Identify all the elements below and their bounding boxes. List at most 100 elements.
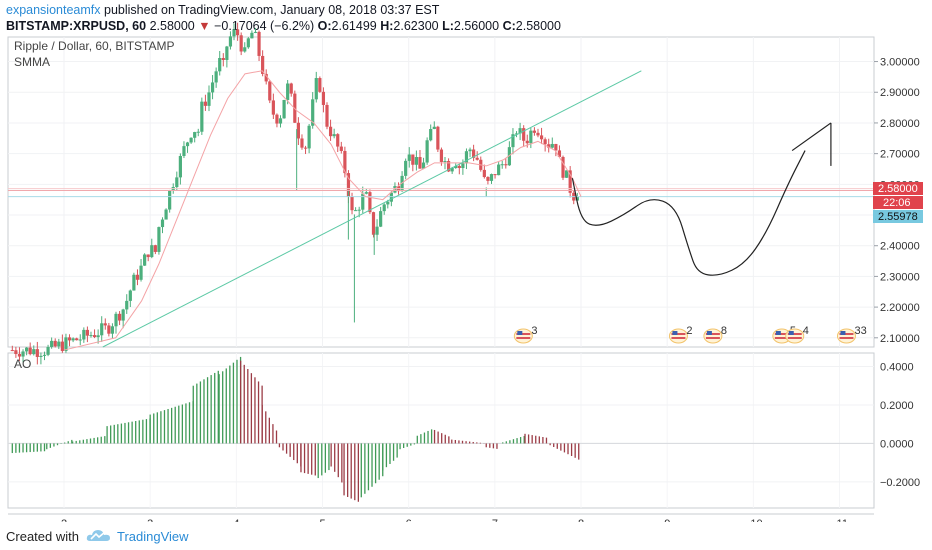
- flag-stripe: [705, 337, 720, 339]
- candle: [500, 160, 504, 169]
- candle: [10, 345, 14, 352]
- candle-body: [85, 329, 90, 336]
- candle: [561, 155, 565, 181]
- candle-body: [160, 219, 165, 228]
- candle-body: [429, 129, 433, 141]
- event-count: 2: [686, 325, 692, 337]
- candle-body: [268, 81, 272, 101]
- candle-body: [32, 349, 36, 355]
- candle-body: [522, 128, 526, 141]
- candle: [479, 156, 483, 172]
- candle-body: [221, 58, 225, 60]
- candle: [350, 192, 354, 215]
- candle: [286, 80, 290, 105]
- candle-body: [493, 174, 497, 176]
- candle-body: [153, 245, 157, 252]
- candle-body: [278, 118, 283, 124]
- down-triangle-icon: ▼: [198, 19, 211, 33]
- candle-body: [175, 177, 179, 188]
- candle-body: [450, 168, 454, 172]
- economic-event-marker[interactable]: 4: [785, 325, 809, 344]
- candle-body: [218, 58, 222, 72]
- time-tick-label: 8: [578, 518, 584, 522]
- candle: [203, 94, 208, 111]
- tradingview-brand-link[interactable]: TradingView: [117, 529, 189, 544]
- candle: [239, 32, 243, 56]
- events-group[interactable]: 3285433: [513, 325, 867, 344]
- candle-body: [379, 211, 383, 227]
- economic-event-marker[interactable]: 33: [836, 325, 867, 344]
- candle-body: [361, 193, 365, 210]
- candle-body: [547, 144, 551, 148]
- candle: [371, 211, 376, 238]
- candle: [228, 31, 233, 50]
- candle-body: [164, 209, 168, 220]
- candle: [35, 341, 39, 365]
- candle-body: [261, 55, 265, 74]
- chart-area[interactable]: 2.100002.200002.300002.400002.500002.600…: [0, 0, 932, 522]
- last-price-text: 2.58000: [878, 183, 918, 195]
- candle: [436, 125, 440, 153]
- candle: [314, 71, 318, 103]
- last-price: 2.58000: [149, 19, 195, 33]
- candle: [218, 50, 222, 76]
- price-tick-label: 2.70000: [880, 149, 920, 161]
- candle: [235, 22, 240, 41]
- ao-tick-label: 0.0000: [880, 438, 914, 450]
- candle-body: [518, 128, 522, 134]
- forecast-drawing: [571, 150, 806, 276]
- candle: [157, 226, 161, 255]
- candle: [89, 331, 93, 338]
- candle: [121, 308, 125, 329]
- candle-body: [185, 142, 190, 147]
- candle: [71, 337, 75, 343]
- time-tick-label: 2: [61, 518, 67, 522]
- candle: [325, 102, 329, 130]
- candle-body: [489, 174, 494, 181]
- economic-event-marker[interactable]: 8: [703, 325, 727, 344]
- trendline: [102, 70, 642, 348]
- candle-body: [214, 71, 218, 83]
- candle: [289, 82, 293, 97]
- candle-body: [143, 254, 147, 266]
- candles-group: [10, 22, 579, 365]
- candle: [60, 334, 64, 353]
- candle-body: [114, 313, 118, 327]
- candle: [96, 329, 100, 344]
- candle-body: [67, 337, 72, 341]
- candle-body: [418, 157, 422, 169]
- candle: [361, 186, 365, 214]
- candle-body: [350, 196, 354, 211]
- candle: [178, 153, 182, 185]
- author-link[interactable]: expansionteamfx: [6, 3, 101, 17]
- candle-body: [282, 100, 286, 119]
- price-tick-label: 3.00000: [880, 57, 920, 69]
- candle-body: [125, 300, 129, 310]
- candle: [429, 124, 433, 142]
- candle-body: [286, 83, 290, 101]
- candle-body: [439, 149, 444, 162]
- economic-event-marker[interactable]: 2: [668, 325, 693, 344]
- candle: [493, 174, 497, 179]
- candle: [328, 119, 333, 141]
- candle-body: [575, 196, 579, 201]
- ao-pane-border: [7, 352, 875, 509]
- candle-body: [554, 143, 558, 151]
- candle-body: [382, 204, 386, 212]
- candle-body: [28, 347, 32, 355]
- ao-tick-label: 0.4000: [880, 361, 914, 373]
- candle-body: [25, 347, 29, 352]
- candle-body: [497, 164, 501, 176]
- candle-body: [464, 151, 469, 164]
- candle: [382, 203, 386, 215]
- economic-event-marker[interactable]: 3: [513, 325, 537, 344]
- candle: [139, 258, 143, 282]
- candle-body: [504, 164, 508, 166]
- candle: [354, 207, 358, 212]
- candle: [514, 131, 519, 138]
- candle-body: [271, 100, 275, 115]
- candle: [375, 219, 379, 242]
- candle: [78, 334, 82, 346]
- candle: [425, 137, 429, 165]
- candle: [404, 158, 408, 180]
